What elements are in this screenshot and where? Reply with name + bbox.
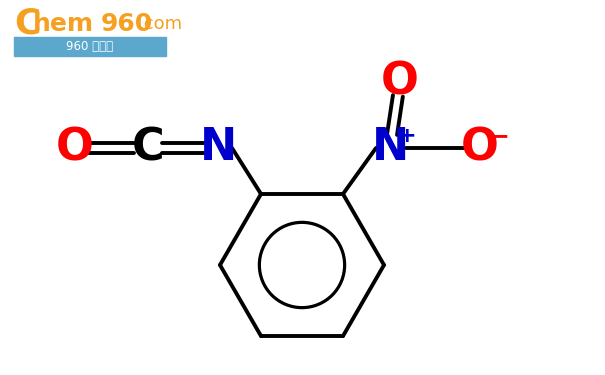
Text: N: N xyxy=(200,126,237,170)
Text: 960 化工网: 960 化工网 xyxy=(67,40,114,54)
Text: 960: 960 xyxy=(101,12,153,36)
Text: +: + xyxy=(397,126,416,146)
Text: O: O xyxy=(461,126,499,170)
Text: hem: hem xyxy=(33,12,94,36)
Text: C: C xyxy=(132,126,165,170)
Text: O: O xyxy=(56,126,94,170)
Text: −: − xyxy=(488,124,509,148)
Text: O: O xyxy=(381,60,419,104)
Text: .com: .com xyxy=(138,15,182,33)
Text: C: C xyxy=(14,7,41,41)
Text: N: N xyxy=(371,126,408,170)
Bar xyxy=(14,37,166,56)
